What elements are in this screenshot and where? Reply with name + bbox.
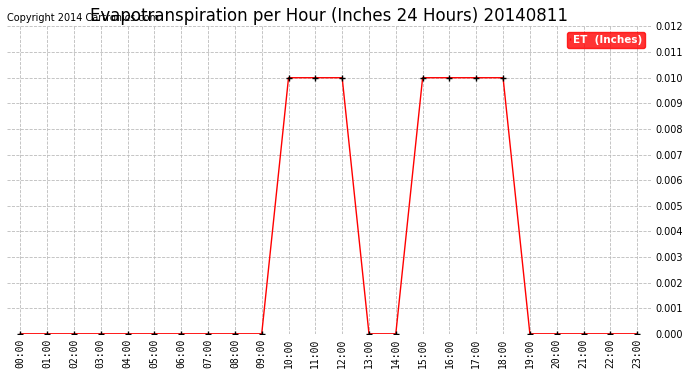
Text: Copyright 2014 Cartronics.com: Copyright 2014 Cartronics.com: [7, 13, 159, 23]
Title: Evapotranspiration per Hour (Inches 24 Hours) 20140811: Evapotranspiration per Hour (Inches 24 H…: [90, 7, 568, 25]
Legend: ET  (Inches): ET (Inches): [566, 32, 645, 48]
